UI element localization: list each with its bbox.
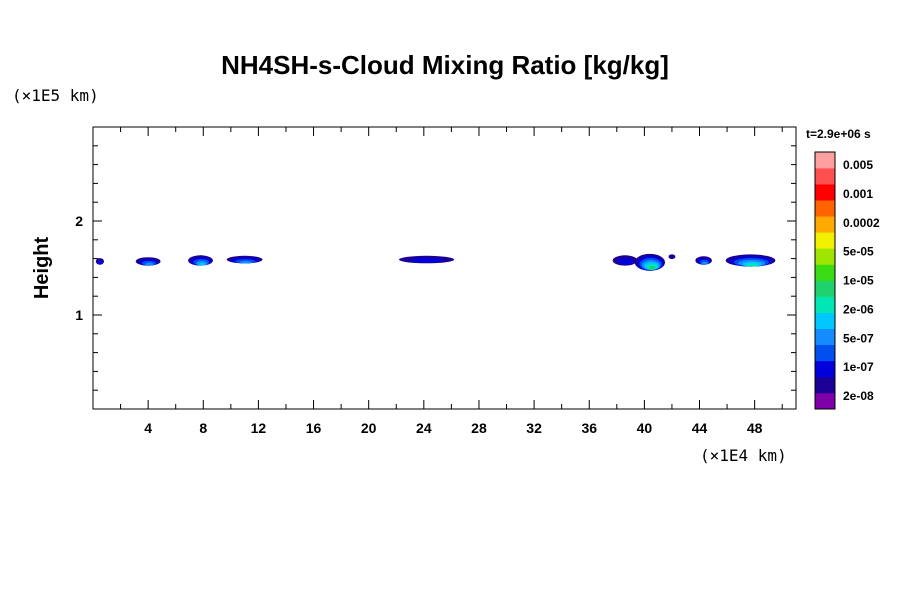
- colorbar-swatch: [815, 296, 835, 313]
- cloud-patch: [135, 257, 161, 266]
- x-tick-label: 36: [581, 420, 597, 436]
- colorbar-label: 2e-06: [843, 302, 874, 316]
- cloud-patch: [188, 255, 213, 266]
- colorbar-swatch: [815, 232, 835, 249]
- x-tick-label: 28: [471, 420, 487, 436]
- colorbar-label: 0.0002: [843, 216, 880, 230]
- cloud-patch: [634, 253, 666, 271]
- cloud-patch: [725, 254, 776, 267]
- cloud-contour: [649, 265, 656, 270]
- x-axis: 4 8 12 16 20 24 28 32 36 40 44 48: [120, 127, 783, 436]
- y-axis: 12: [75, 145, 796, 391]
- x-tick-label: 20: [361, 420, 377, 436]
- cloud-contour: [97, 260, 103, 265]
- x-tick-label: 16: [306, 420, 322, 436]
- x-tick-label: 4: [144, 420, 152, 436]
- colorbar-swatch: [815, 360, 835, 378]
- colorbar-swatch: [815, 168, 835, 185]
- colorbar-swatch: [815, 312, 835, 329]
- cloud-patch: [95, 258, 105, 265]
- y-tick-label: 1: [75, 307, 83, 323]
- colorbar-frame: [814, 151, 836, 410]
- colorbar-label: 0.001: [843, 187, 873, 201]
- colorbar-swatch: [815, 152, 835, 169]
- cloud-contour: [701, 261, 708, 265]
- y-tick-label: 2: [75, 213, 83, 229]
- x-tick-label: 32: [526, 420, 542, 436]
- colorbar-label: 0.005: [843, 158, 873, 172]
- cloud-contour: [239, 260, 253, 264]
- cloud-contour: [617, 258, 634, 265]
- x-tick-label: 12: [251, 420, 267, 436]
- cloud-patch: [612, 255, 638, 266]
- colorbar-label: 2e-08: [843, 389, 874, 403]
- cloud-contour: [198, 262, 206, 266]
- cloud-patches: [95, 253, 776, 271]
- colorbar-label: 5e-07: [843, 331, 874, 345]
- colorbar-swatch: [815, 344, 835, 362]
- colorbar-label: 1e-05: [843, 274, 874, 288]
- y-unit-label: (×1E5 km): [12, 86, 99, 105]
- cloud-contour: [410, 258, 444, 263]
- colorbar-swatch: [815, 216, 835, 233]
- colorbar-swatch: [815, 328, 835, 346]
- x-tick-label: 24: [416, 420, 432, 436]
- colorbar-swatch: [815, 392, 835, 410]
- x-tick-label: 40: [637, 420, 653, 436]
- colorbar: 0.005 0.001 0.0002 5e-05 1e-05 2e-06 5e-07 1e-0…: [814, 151, 880, 410]
- y-axis-label: Height: [31, 237, 53, 300]
- cloud-patch: [226, 255, 263, 264]
- colorbar-swatch: [815, 184, 835, 201]
- colorbar-swatch: [815, 264, 835, 281]
- x-tick-label: 44: [692, 420, 708, 436]
- cloud-patch: [668, 254, 676, 260]
- cloud-contour: [145, 262, 154, 266]
- cloud-patch: [695, 256, 712, 265]
- colorbar-label: 1e-07: [843, 360, 874, 374]
- x-tick-label: 48: [747, 420, 763, 436]
- cloud-contour: [746, 263, 759, 267]
- colorbar-label: 5e-05: [843, 245, 874, 259]
- colorbar-swatch: [815, 280, 835, 297]
- plot-frame: [92, 126, 797, 410]
- cloud-patch: [399, 255, 455, 264]
- colorbar-swatch: [815, 200, 835, 217]
- time-label: t=2.9e+06 s: [806, 127, 871, 141]
- colorbar-swatch: [815, 248, 835, 265]
- chart-title: NH4SH-s-Cloud Mixing Ratio [kg/kg]: [221, 50, 669, 80]
- x-unit-label: (×1E4 km): [700, 446, 787, 465]
- cloud-contour: [668, 254, 676, 260]
- colorbar-swatch: [815, 376, 835, 394]
- x-tick-label: 8: [199, 420, 207, 436]
